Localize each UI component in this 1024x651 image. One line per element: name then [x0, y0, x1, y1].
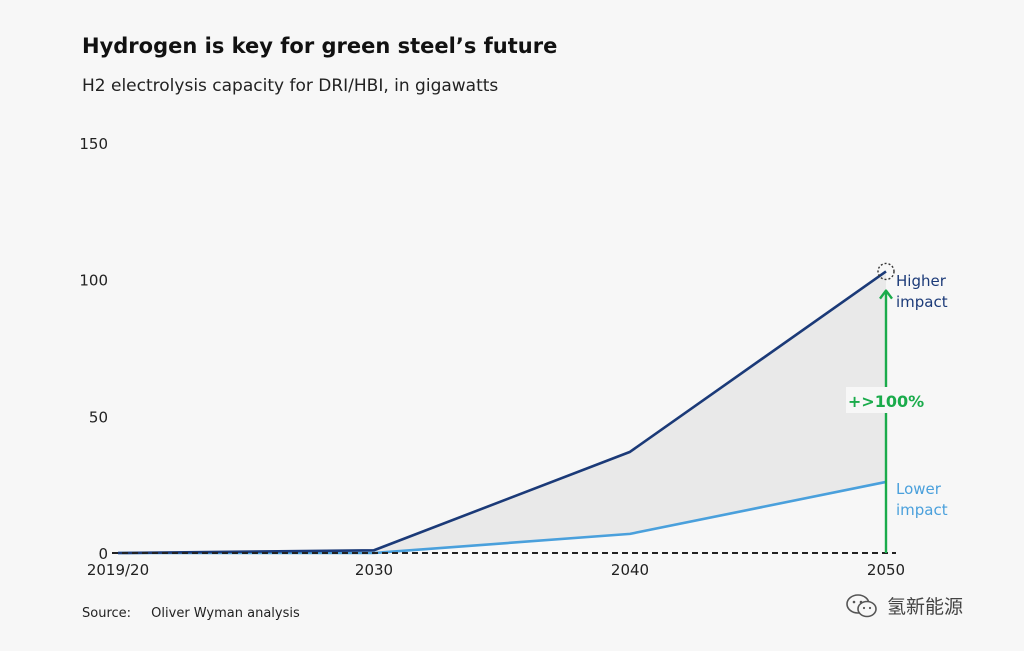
growth-label-background [846, 387, 926, 413]
watermark: 氢新能源 [845, 592, 963, 619]
x-tick-label: 2019/20 [87, 561, 149, 579]
source-text: Oliver Wyman analysis [151, 606, 300, 621]
chart-subtitle: H2 electrolysis capacity for DRI/HBI, in… [82, 76, 499, 96]
series-label-higher: impact [896, 293, 948, 311]
y-tick-label-100: 100 [79, 272, 108, 290]
wechat-icon [846, 593, 877, 617]
series-label-lower: impact [896, 501, 948, 519]
x-tick-label: 2050 [867, 561, 905, 579]
series-label-lower: Lower [896, 480, 942, 498]
source-label: Source: [82, 606, 132, 621]
x-tick-label: 2040 [611, 561, 649, 579]
series-label-higher: Higher [896, 272, 947, 290]
highlight-marker [877, 262, 895, 281]
y-tick-label-0: 0 [98, 545, 108, 563]
source-note: Source: Oliver Wyman analysis [82, 606, 300, 621]
watermark-text: 氢新能源 [887, 596, 964, 618]
y-tick-label-50: 50 [89, 408, 108, 426]
y-tick-label-150: 150 [79, 135, 108, 153]
chart-title: Hydrogen is key for green steel’s future [82, 34, 558, 58]
x-tick-label: 2030 [355, 561, 393, 579]
growth-arrow-head [879, 289, 893, 300]
series-line-higher [117, 270, 887, 555]
growth-label: +>100% [848, 392, 924, 411]
range-band [118, 271, 886, 553]
